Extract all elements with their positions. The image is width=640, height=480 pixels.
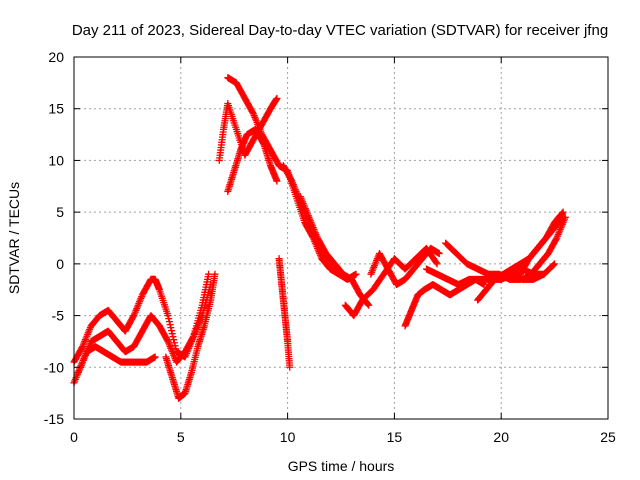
data-point <box>163 336 171 344</box>
series-arc-4 <box>162 270 219 402</box>
series-arc-8 <box>275 255 294 371</box>
data-point <box>249 109 257 117</box>
y-tick-label: -5 <box>52 308 65 324</box>
data-points <box>70 74 569 402</box>
y-tick-label: 10 <box>48 152 64 168</box>
series-arc-12 <box>367 244 443 289</box>
data-point <box>166 321 174 329</box>
y-axis-label: SDTVAR / TECUs <box>6 182 22 294</box>
data-point <box>561 213 569 221</box>
data-point <box>170 339 178 347</box>
data-point <box>273 177 281 185</box>
data-point <box>559 208 567 216</box>
data-point <box>165 318 173 326</box>
data-point <box>432 259 440 267</box>
y-tick-label: 20 <box>48 49 64 65</box>
series-arc-13 <box>401 275 488 330</box>
x-axis-label: GPS time / hours <box>288 458 395 474</box>
data-point <box>552 235 560 243</box>
y-tick-label: -15 <box>44 411 64 427</box>
x-tick-label: 20 <box>493 429 509 445</box>
data-point <box>167 324 175 332</box>
data-point <box>164 312 172 320</box>
series-arc-7 <box>224 125 281 195</box>
y-axis: -15 -10 -5 0 5 10 15 20 <box>44 49 608 427</box>
data-point <box>287 176 295 184</box>
data-point <box>168 327 176 335</box>
y-tick-label: 5 <box>56 204 64 220</box>
data-point <box>352 270 360 278</box>
series-arc-10 <box>296 193 373 309</box>
series-arc-19 <box>497 260 559 283</box>
chart-title: Day 211 of 2023, Sidereal Day-to-day VTE… <box>72 22 608 39</box>
data-point <box>205 270 213 278</box>
data-point <box>259 140 267 148</box>
data-point <box>170 336 178 344</box>
data-point <box>273 94 281 102</box>
series-arc-11 <box>341 244 441 320</box>
data-point <box>435 250 443 258</box>
data-point <box>165 315 173 323</box>
x-tick-label: 15 <box>387 429 403 445</box>
data-point <box>433 260 441 268</box>
grid <box>74 57 608 419</box>
data-point <box>551 260 559 268</box>
series-arc-2 <box>70 270 213 366</box>
x-tick-label: 25 <box>600 429 616 445</box>
x-axis: 0 5 10 15 20 25 <box>70 57 616 445</box>
plot-frame <box>73 56 609 420</box>
data-point <box>168 330 176 338</box>
series-arc-3 <box>74 343 159 376</box>
data-point <box>171 342 179 350</box>
x-tick-label: 0 <box>70 429 78 445</box>
data-point <box>558 209 566 217</box>
y-tick-label: 0 <box>56 256 64 272</box>
x-tick-label: 10 <box>280 429 296 445</box>
data-point <box>151 353 159 361</box>
data-point <box>169 333 177 341</box>
data-point <box>365 301 373 309</box>
y-tick-label: 15 <box>48 101 64 117</box>
data-point <box>129 313 137 321</box>
data-point <box>550 261 558 269</box>
data-point <box>78 344 86 352</box>
data-point <box>286 363 294 371</box>
data-point <box>172 345 180 353</box>
data-point <box>211 270 219 278</box>
x-tick-label: 5 <box>177 429 185 445</box>
data-point <box>364 300 372 308</box>
y-tick-label: -10 <box>44 359 64 375</box>
